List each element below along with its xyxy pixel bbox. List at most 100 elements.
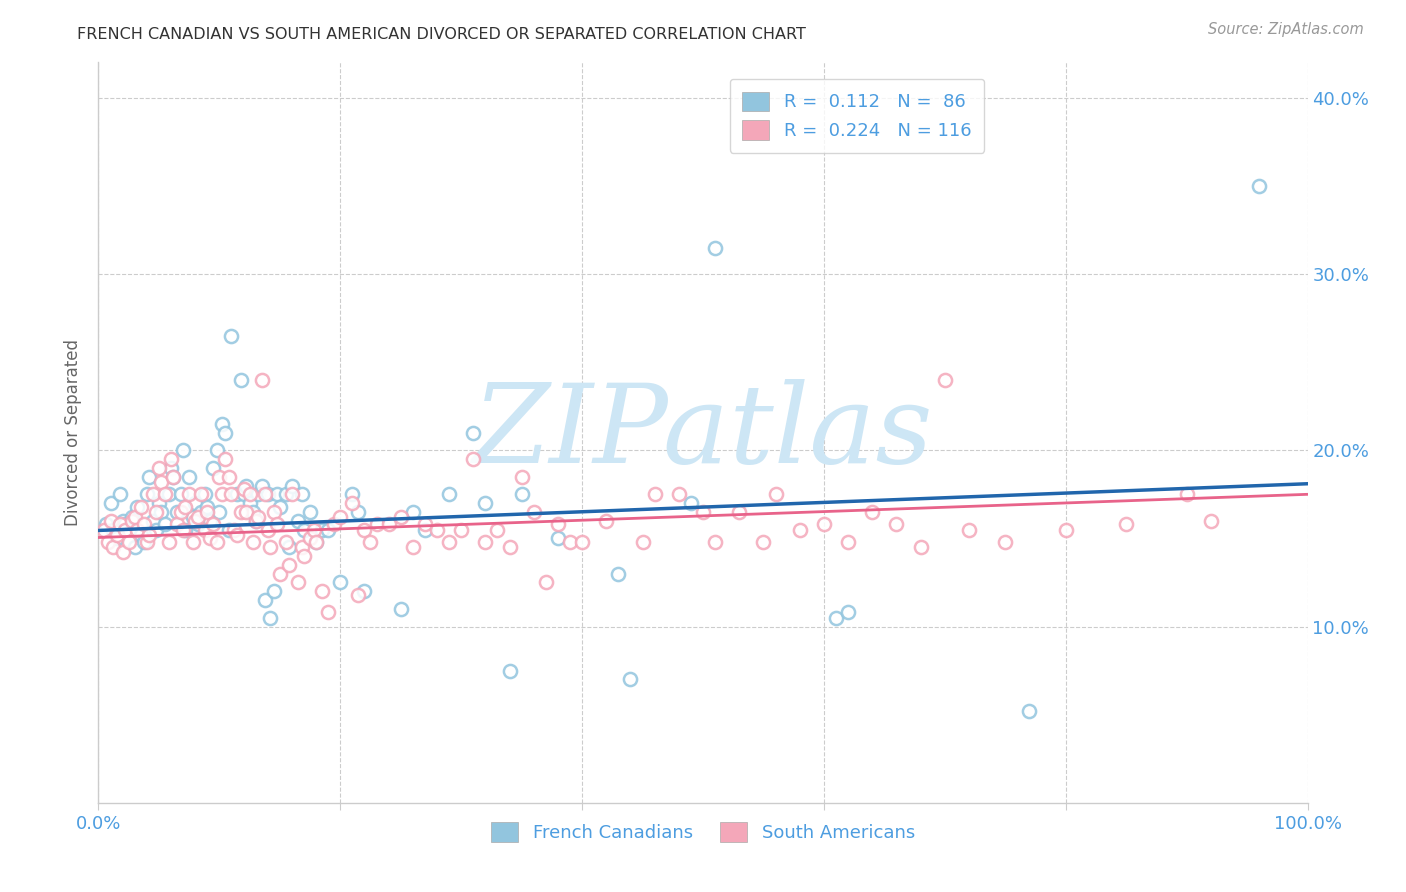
Point [174,500,197,514]
Point [728,505,751,519]
Point [245,514,267,528]
Point [145,505,167,519]
Point [111,514,134,528]
Point [221,487,243,501]
Point [558,535,581,549]
Point [148,496,170,510]
Point [127,500,149,514]
Point [118,523,141,537]
Point [145,523,167,537]
Point [150,505,173,519]
Point [242,505,264,519]
Point [105,528,128,542]
Point [101,540,124,554]
Point [437,535,460,549]
Point [1115,517,1137,532]
Point [100,514,122,528]
Point [166,505,188,519]
Point [114,517,136,532]
Point [221,328,243,343]
Point [290,487,312,501]
Point [259,610,281,624]
Point [153,517,176,532]
Point [127,523,149,537]
Point [299,532,322,546]
Point [211,487,233,501]
Point [153,487,176,501]
Point [205,535,228,549]
Point [190,487,212,501]
Point [174,523,197,537]
Point [100,496,122,510]
Point [198,514,221,528]
Point [263,584,285,599]
Point [1175,487,1198,501]
Point [135,487,157,501]
Point [172,523,194,537]
Point [813,517,835,532]
Point [413,523,436,537]
Point [450,523,472,537]
Point [287,575,309,590]
Point [860,505,883,519]
Point [353,584,375,599]
Point [266,517,288,532]
Point [101,523,124,537]
Point [254,593,277,607]
Point [194,487,217,501]
Point [957,523,980,537]
Point [121,514,143,528]
Point [211,417,233,431]
Point [138,469,160,483]
Point [259,540,281,554]
Point [474,496,496,510]
Point [263,505,285,519]
Point [179,487,201,501]
Point [114,523,136,537]
Point [105,532,128,546]
Point [108,487,131,501]
Point [329,575,352,590]
Point [181,535,204,549]
Point [886,517,908,532]
Point [150,475,173,489]
Point [463,452,485,467]
Point [169,505,191,519]
Point [269,566,291,581]
Point [311,584,333,599]
Point [474,535,496,549]
Point [97,535,120,549]
Point [910,540,932,554]
Point [214,452,236,467]
Point [218,469,240,483]
Point [311,523,333,537]
Point [413,517,436,532]
Point [278,540,301,554]
Point [389,510,412,524]
Point [281,487,304,501]
Point [607,566,630,581]
Point [510,469,533,483]
Point [190,505,212,519]
Point [247,510,270,524]
Y-axis label: Divorced or Separated: Divorced or Separated [65,339,83,526]
Point [172,443,194,458]
Point [179,469,201,483]
Point [377,517,399,532]
Point [208,505,231,519]
Point [160,452,183,467]
Point [547,517,569,532]
Point [437,487,460,501]
Point [1018,704,1040,718]
Point [486,523,509,537]
Point [94,517,117,532]
Point [187,510,209,524]
Point [187,517,209,532]
Point [250,373,273,387]
Text: ZIPatlas: ZIPatlas [472,379,934,486]
Point [837,535,859,549]
Point [679,496,702,510]
Point [166,517,188,532]
Point [194,523,217,537]
Point [825,610,848,624]
